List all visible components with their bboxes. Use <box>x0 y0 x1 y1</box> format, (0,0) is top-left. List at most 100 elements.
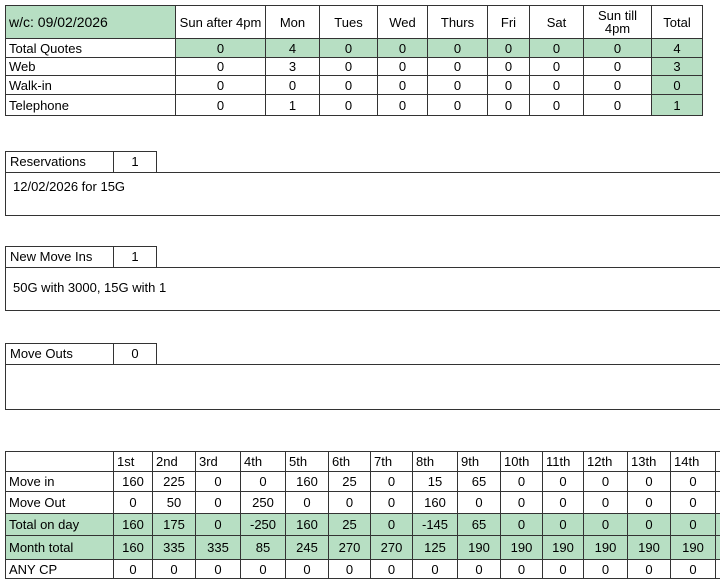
cell: 15 <box>412 471 458 492</box>
cell: 160 <box>113 471 153 492</box>
day-header: 9th <box>457 451 501 472</box>
cell: 0 <box>195 471 241 492</box>
cell: 0 <box>175 75 266 95</box>
overflow-cell <box>715 559 720 579</box>
cell: 0 <box>500 471 543 492</box>
column-header: Mon <box>265 5 320 39</box>
overflow-cell <box>715 451 720 472</box>
cell: 0 <box>195 491 241 514</box>
table-row: Telephone 0 1 0 0 0 0 0 0 1 <box>5 94 703 116</box>
cell: 0 <box>427 94 488 116</box>
cell: 0 <box>427 75 488 95</box>
table-row: Walk-in 0 0 0 0 0 0 0 0 0 <box>5 75 703 95</box>
day-header: 3rd <box>195 451 241 472</box>
cell: 0 <box>670 559 716 579</box>
cell: 0 <box>500 513 543 536</box>
table-row: Total Quotes 0 4 0 0 0 0 0 0 4 <box>5 38 703 58</box>
daily-table: 1st 2nd 3rd 4th 5th 6th 7th 8th 9th 10th 11th 12th 1… <box>5 451 720 579</box>
cell: 160 <box>113 513 153 536</box>
cell: 0 <box>542 513 584 536</box>
cell: 0 <box>195 513 241 536</box>
cell: 3 <box>651 57 703 76</box>
overflow-cell <box>715 535 720 560</box>
cell: 0 <box>500 559 543 579</box>
column-header: Wed <box>377 5 428 39</box>
cell: 0 <box>285 559 329 579</box>
cell: 0 <box>412 559 458 579</box>
cell: 0 <box>370 559 413 579</box>
cell: 270 <box>328 535 371 560</box>
cell: 0 <box>328 559 371 579</box>
day-header: 12th <box>583 451 628 472</box>
cell: 0 <box>627 491 671 514</box>
cell: 335 <box>195 535 241 560</box>
cell: 0 <box>240 559 286 579</box>
row-label: Move Out <box>5 491 114 514</box>
reservations-label: Reservations <box>5 151 114 173</box>
day-header: 10th <box>500 451 543 472</box>
cell: 160 <box>113 535 153 560</box>
cell: 0 <box>583 75 652 95</box>
column-header: Tues <box>319 5 378 39</box>
row-label: Total Quotes <box>5 38 176 58</box>
cell: 0 <box>487 75 530 95</box>
cell: 0 <box>542 471 584 492</box>
new-move-ins-details: 50G with 3000, 15G with 1 <box>5 267 720 311</box>
cell: 0 <box>583 513 628 536</box>
cell: 190 <box>542 535 584 560</box>
column-header: Thurs <box>427 5 488 39</box>
cell: 0 <box>487 94 530 116</box>
table-row: ANY CP 0 0 0 0 0 0 0 0 0 0 0 0 0 0 <box>5 559 720 579</box>
table-row: Month total 160 335 335 85 245 270 270 125 190 190… <box>5 535 720 560</box>
cell: 0 <box>370 471 413 492</box>
cell: 0 <box>529 38 584 58</box>
cell: 0 <box>487 57 530 76</box>
row-label: Total on day <box>5 513 114 536</box>
cell: 0 <box>500 491 543 514</box>
overflow-cell <box>715 471 720 492</box>
cell: 190 <box>583 535 628 560</box>
move-outs-label: Move Outs <box>5 343 114 365</box>
cell: 0 <box>328 491 371 514</box>
cell: 0 <box>175 94 266 116</box>
cell: 0 <box>627 513 671 536</box>
cell: 0 <box>370 491 413 514</box>
cell: 0 <box>529 75 584 95</box>
day-header: 8th <box>412 451 458 472</box>
quotes-table: w/c: 09/02/2026 Sun after 4pm Mon Tues Wed Th… <box>5 5 703 116</box>
cell: 65 <box>457 471 501 492</box>
cell: -145 <box>412 513 458 536</box>
cell: 3 <box>265 57 320 76</box>
day-header: 14th <box>670 451 716 472</box>
day-header: 13th <box>627 451 671 472</box>
cell: 1 <box>265 94 320 116</box>
cell: 0 <box>195 559 241 579</box>
day-header: 6th <box>328 451 371 472</box>
cell: 0 <box>175 57 266 76</box>
row-label: Web <box>5 57 176 76</box>
cell: 190 <box>627 535 671 560</box>
cell: 250 <box>240 491 286 514</box>
day-header: 4th <box>240 451 286 472</box>
cell: 0 <box>285 491 329 514</box>
cell: 0 <box>651 75 703 95</box>
cell: 125 <box>412 535 458 560</box>
cell: 190 <box>670 535 716 560</box>
cell: 0 <box>583 38 652 58</box>
new-move-ins-label: New Move Ins <box>5 246 114 268</box>
row-label: Walk-in <box>5 75 176 95</box>
cell: 0 <box>377 38 428 58</box>
cell: 0 <box>370 513 413 536</box>
cell: 0 <box>377 94 428 116</box>
reservations-details: 12/02/2026 for 15G <box>5 172 720 216</box>
cell: 0 <box>487 38 530 58</box>
cell: 0 <box>319 57 378 76</box>
cell: 25 <box>328 513 371 536</box>
column-header: Sun after 4pm <box>175 5 266 39</box>
cell: 0 <box>529 57 584 76</box>
cell: 0 <box>542 559 584 579</box>
row-label: Telephone <box>5 94 176 116</box>
cell: 190 <box>457 535 501 560</box>
cell: 160 <box>412 491 458 514</box>
column-header: Total <box>651 5 703 39</box>
